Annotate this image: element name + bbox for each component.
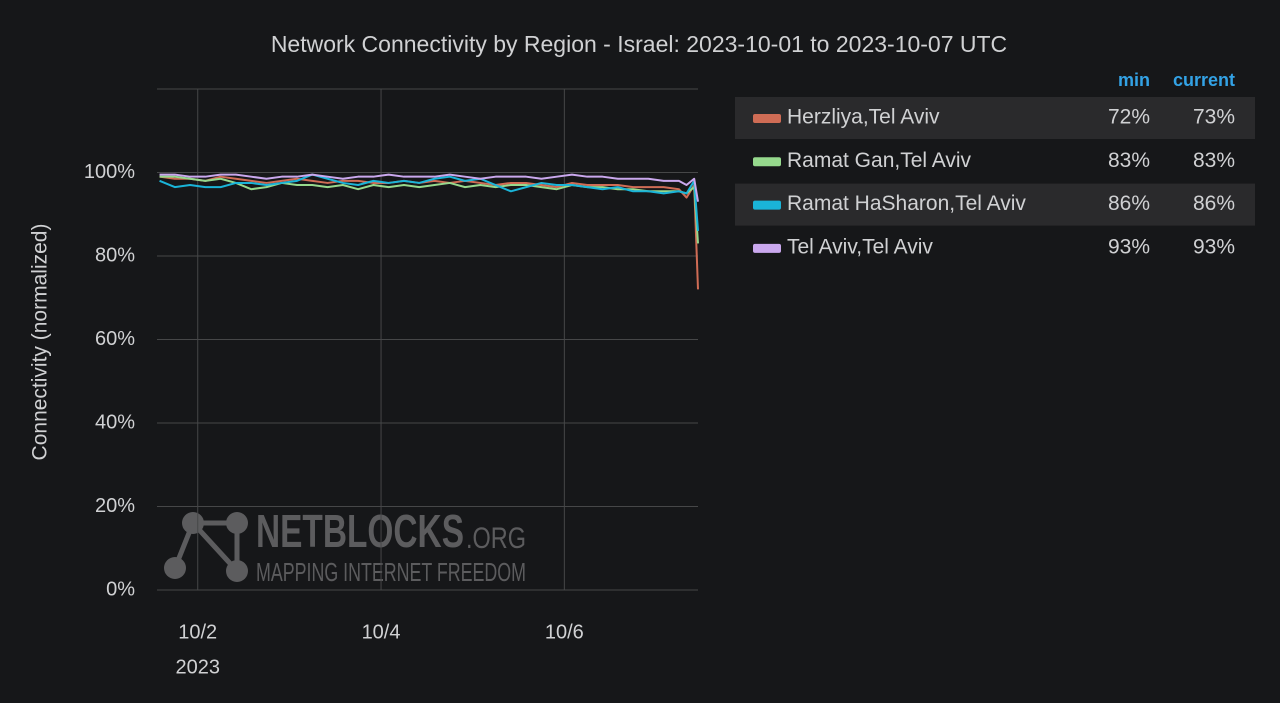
legend-stat: 93% [1193,235,1235,258]
x-tick-label: 10/6 [545,621,584,643]
legend-label: Tel Aviv,Tel Aviv [787,235,933,258]
x-year-label: 2023 [175,656,220,678]
chart-title: Network Connectivity by Region - Israel:… [271,31,1007,57]
x-tick-label: 10/2 [178,621,217,643]
legend: min current Herzliya,Tel Aviv 72% 73% Ramat G… [735,70,1255,258]
legend-row-bg [735,183,1255,226]
series-line [159,173,699,202]
y-tick-label: 100% [84,161,135,183]
legend-label: Herzliya,Tel Aviv [787,106,940,129]
legend-swatch [753,200,781,210]
legend-stat: 72% [1108,106,1150,129]
legend-stat: 86% [1193,192,1235,215]
series-line [159,175,699,290]
y-axis-label: Connectivity (normalized) [29,224,52,461]
y-tick-label: 0% [106,578,135,600]
legend-column-header: min [1118,70,1150,90]
legend-stat: 83% [1193,149,1235,172]
watermark-suffix: .ORG [466,522,526,555]
watermark-tagline: MAPPING INTERNET FREEDOM [256,557,526,587]
legend-swatch [753,114,781,123]
legend-stat: 83% [1108,149,1150,172]
legend-stat: 86% [1108,192,1150,215]
y-tick-label: 40% [95,411,135,433]
watermark-brand: NETBLOCKS [256,505,464,557]
legend-label: Ramat Gan,Tel Aviv [787,149,972,172]
legend-swatch [753,243,781,253]
series-line [159,173,699,232]
plot: 0% 20% 40% 60% 80% 100% 10/2 2023 10/4 10/6 [84,89,699,678]
y-tick-label: 20% [95,495,135,517]
y-tick-label: 60% [95,328,135,350]
series-line [159,175,699,244]
x-tick-label: 10/4 [362,621,401,643]
y-tick-label: 80% [95,244,135,266]
watermark [164,512,248,582]
legend-swatch [753,157,781,167]
legend-label: Ramat HaSharon,Tel Aviv [787,192,1026,215]
legend-stat: 93% [1108,235,1150,258]
legend-stat: 73% [1193,106,1235,129]
legend-column-header: current [1173,70,1235,90]
legend-row-bg [735,97,1255,139]
